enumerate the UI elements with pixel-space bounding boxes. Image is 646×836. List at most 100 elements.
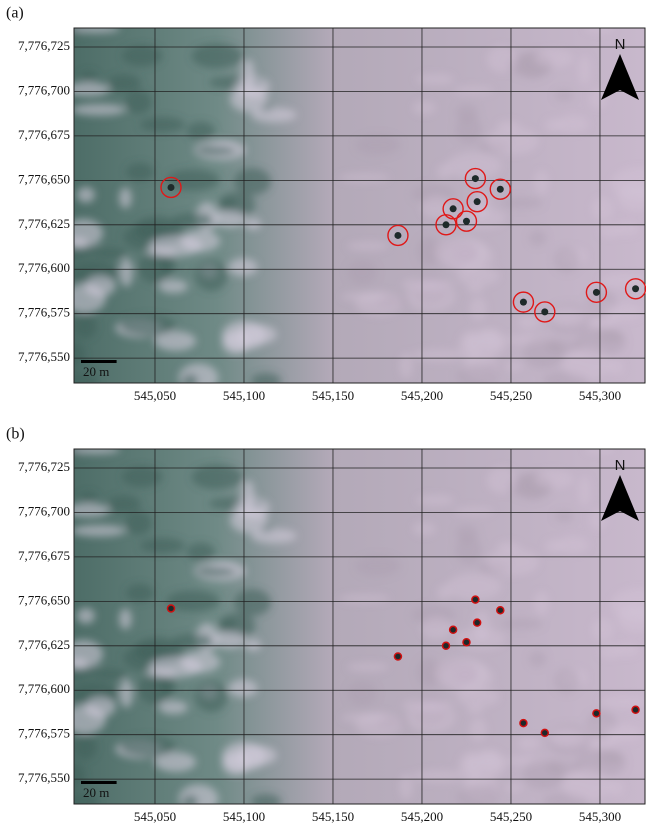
imagery-patch [84, 696, 116, 718]
x-tick-label: 545,150 [312, 809, 354, 824]
imagery-patch [607, 780, 624, 796]
imagery-patch [599, 330, 624, 344]
panel-label: (a) [6, 5, 24, 22]
imagery-patch [171, 212, 216, 228]
imagery-patch [421, 616, 453, 640]
imagery-patch [453, 85, 494, 95]
imagery-patch [399, 352, 413, 379]
imagery-patch [486, 466, 517, 494]
imagery-patch [244, 638, 262, 651]
imagery [74, 449, 645, 804]
imagery-patch [234, 168, 272, 195]
imagery-patch [107, 495, 141, 513]
imagery-patch [455, 535, 482, 565]
feature-ring [442, 198, 464, 220]
imagery-patch [251, 794, 282, 804]
imagery-patch [412, 522, 436, 536]
feature-core [519, 298, 527, 306]
imagery-patch [599, 751, 624, 765]
imagery-patch [74, 218, 104, 248]
imagery-patch [486, 548, 539, 576]
imagery-patch [139, 116, 186, 133]
imagery-patch [355, 291, 404, 316]
imagery-patch [466, 283, 484, 293]
imagery-patch [195, 680, 228, 713]
imagery-patch [171, 633, 216, 649]
imagery-patch [74, 82, 110, 97]
imagery-patch [94, 668, 127, 680]
imagery-patch [241, 480, 255, 511]
imagery-patch [604, 304, 643, 321]
feature-ring [534, 301, 556, 323]
map-frame [73, 27, 646, 384]
imagery-patch [599, 223, 621, 238]
imagery-patch [599, 695, 645, 708]
imagery-patch [591, 618, 614, 641]
imagery-patch [528, 651, 547, 667]
imagery-patch [145, 247, 177, 256]
feature-core [166, 604, 176, 613]
map-panel: (b) 545,050 545,100 545,150 545,200 545,250 54… [6, 426, 646, 824]
imagery-patch [562, 347, 611, 380]
imagery-patch [599, 274, 645, 287]
imagery-patch [241, 59, 255, 90]
imagery-patch [557, 536, 589, 554]
imagery-patch [615, 222, 640, 236]
feature-ring [160, 176, 182, 199]
imagery-patch [221, 619, 237, 630]
imagery-patch [399, 773, 413, 800]
imagery-patch [412, 101, 436, 115]
y-tick-label: 7,776,675 [18, 127, 70, 142]
north-label: N [615, 457, 626, 474]
imagery-patch [466, 704, 484, 714]
imagery-patch [119, 735, 176, 757]
imagery-patch [139, 537, 186, 554]
imagery-patch [355, 134, 401, 156]
imagery-patch [534, 470, 574, 489]
y-tick-label: 7,776,600 [18, 260, 70, 275]
north-arrow [620, 475, 639, 521]
imagery-patch [338, 172, 391, 183]
imagery-patch [464, 329, 507, 359]
imagery-patch [250, 107, 297, 123]
imagery-patch [416, 73, 455, 85]
imagery-patch [486, 127, 539, 155]
y-tick-label: 7,776,550 [18, 770, 70, 785]
imagery-patch [250, 528, 297, 544]
y-tick-label: 7,776,700 [18, 82, 70, 97]
y-tick-label: 7,776,700 [18, 503, 70, 518]
x-tick-label: 545,100 [223, 388, 265, 403]
imagery-patch [228, 679, 258, 698]
x-tick-label: 545,200 [401, 809, 443, 824]
imagery-patch [557, 115, 589, 133]
x-tick-label: 545,100 [223, 809, 265, 824]
imagery-patch [119, 257, 134, 287]
imagery-patch [553, 246, 580, 273]
imagery-patch [195, 144, 236, 156]
imagery-patch [401, 699, 453, 712]
y-tick-label: 7,776,600 [18, 681, 70, 696]
imagery-patch [121, 45, 163, 67]
imagery-patch [74, 103, 126, 116]
x-tick-label: 545,200 [401, 388, 443, 403]
imagery-patch [589, 509, 608, 530]
imagery-patch [553, 667, 580, 694]
imagery-patch [517, 736, 540, 750]
imagery-patch [181, 794, 199, 804]
imagery-patch [74, 449, 120, 455]
imagery-patch [562, 768, 611, 801]
scale-bar [81, 360, 117, 363]
y-tick-label: 7,776,575 [18, 726, 70, 741]
feature-core [496, 605, 505, 615]
feature-ring [466, 190, 488, 213]
imagery-patch [607, 359, 624, 375]
imagery-patch [617, 183, 645, 212]
north-arrow [601, 54, 620, 100]
panel-label: (b) [6, 426, 25, 443]
imagery-patch [80, 492, 98, 503]
imagery-patch [119, 608, 132, 630]
imagery-patch [416, 657, 440, 688]
feature-core [442, 221, 450, 229]
imagery-patch [604, 725, 643, 742]
x-tick-label: 545,250 [490, 388, 532, 403]
